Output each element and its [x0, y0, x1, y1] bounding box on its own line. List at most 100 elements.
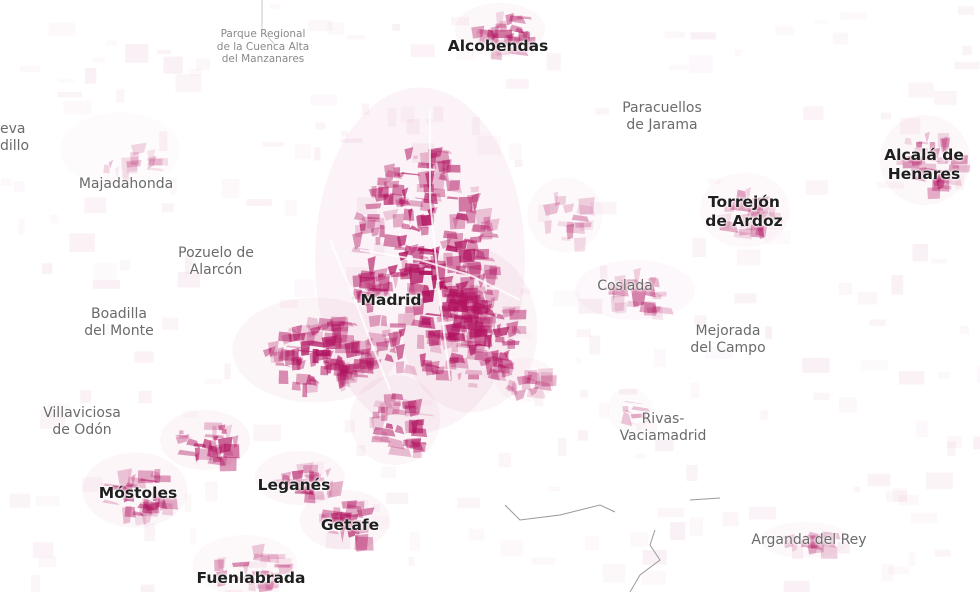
density-speckle: [185, 494, 192, 512]
density-speckle: [316, 122, 326, 129]
label-alcobendas[interactable]: Alcobendas: [448, 37, 549, 56]
label-mejorada-del-campo[interactable]: Mejorada del Campo: [690, 323, 765, 357]
density-block: [390, 272, 408, 277]
density-speckle: [280, 300, 298, 309]
density-block: [418, 315, 435, 329]
density-block: [222, 429, 227, 434]
density-speckle: [477, 136, 501, 156]
density-speckle: [761, 410, 769, 419]
density-speckle: [549, 487, 561, 491]
density-speckle: [749, 507, 776, 520]
density-block: [449, 357, 458, 363]
density-speckle: [912, 244, 928, 262]
density-speckle: [784, 581, 810, 592]
density-speckle: [175, 74, 201, 91]
density-speckle: [658, 508, 684, 517]
label-pozuelo-de-alarcon[interactable]: Pozuelo de Alarcón: [178, 245, 254, 279]
density-block: [475, 351, 485, 361]
density-block: [404, 263, 420, 273]
density-block: [653, 296, 662, 299]
density-block: [367, 217, 385, 230]
density-speckle: [33, 542, 53, 557]
density-speckle: [854, 487, 860, 492]
density-speckle: [690, 518, 703, 536]
density-speckle: [595, 108, 608, 114]
density-speckle: [641, 571, 665, 585]
label-boadilla-del-monte[interactable]: Boadilla del Monte: [84, 306, 153, 340]
density-speckle: [833, 32, 848, 44]
density-speckle: [116, 89, 124, 103]
density-speckle: [469, 529, 485, 541]
density-speckle: [735, 294, 757, 304]
density-speckle: [908, 83, 933, 98]
density-speckle: [42, 263, 52, 274]
density-block: [421, 227, 429, 236]
density-speckle: [858, 292, 877, 304]
density-speckle: [813, 393, 829, 400]
label-arganda-del-rey[interactable]: Arganda del Rey: [751, 532, 866, 549]
label-mostoles[interactable]: Móstoles: [99, 484, 177, 503]
label-pozuelo-line1: Pozuelo de: [178, 245, 254, 262]
density-speckle: [669, 65, 689, 70]
density-block: [422, 360, 433, 372]
density-block: [302, 383, 307, 397]
density-speckle: [141, 585, 154, 592]
density-speckle: [765, 326, 772, 339]
density-block: [419, 270, 433, 275]
density-block: [578, 197, 594, 215]
density-block: [344, 370, 359, 384]
density-block: [556, 196, 566, 205]
label-parque-line3: del Manzanares: [217, 53, 309, 66]
density-speckle: [814, 19, 827, 23]
density-speckle: [39, 557, 57, 567]
label-alcala-de-henares[interactable]: Alcalá de Henares: [884, 146, 964, 183]
density-block: [373, 412, 380, 419]
label-madrid[interactable]: Madrid: [360, 291, 421, 310]
density-block: [470, 186, 479, 192]
label-rivas-vaciamadrid[interactable]: Rivas- Vaciamadrid: [620, 411, 707, 445]
density-speckle: [392, 24, 400, 31]
density-speckle: [806, 180, 828, 195]
density-speckle: [263, 142, 285, 147]
density-speckle: [670, 522, 685, 540]
density-speckle: [411, 44, 435, 57]
density-block: [326, 364, 332, 374]
density-block: [390, 323, 406, 327]
density-block: [179, 430, 183, 434]
density-speckle: [190, 528, 196, 544]
label-getafe[interactable]: Getafe: [321, 516, 379, 535]
density-speckle: [960, 326, 969, 334]
label-majadahonda[interactable]: Majadahonda: [79, 176, 173, 193]
label-nueva-baztan[interactable]: eva dillo: [0, 121, 29, 155]
river-line: [505, 505, 615, 520]
density-speckle: [1, 179, 11, 186]
density-speckle: [509, 143, 521, 160]
label-fuenlabrada[interactable]: Fuenlabrada: [197, 569, 306, 588]
density-block: [162, 503, 173, 516]
label-coslada[interactable]: Coslada: [597, 278, 653, 295]
density-speckle: [246, 199, 271, 206]
label-paracuellos[interactable]: Paracuellos de Jarama: [622, 100, 702, 134]
label-parque-regional[interactable]: Parque Regional de la Cuenca Alta del Ma…: [217, 28, 309, 66]
density-block: [927, 187, 940, 199]
density-block: [465, 370, 482, 375]
label-villaviciosa-de-odon[interactable]: Villaviciosa de Odón: [43, 405, 121, 439]
density-speckle: [911, 512, 938, 523]
density-speckle: [85, 68, 96, 84]
density-speckle: [433, 107, 443, 122]
density-speckle: [935, 550, 951, 557]
density-block: [393, 214, 404, 228]
density-block: [381, 315, 387, 326]
density-speckle: [654, 349, 666, 367]
density-block: [376, 341, 389, 352]
density-block: [369, 315, 381, 327]
density-block: [377, 177, 387, 185]
label-torrejon-de-ardoz[interactable]: Torrejón de Ardoz: [705, 193, 782, 230]
density-speckle: [224, 363, 230, 379]
density-block: [417, 335, 425, 349]
label-leganes[interactable]: Leganés: [258, 476, 331, 495]
density-speckle: [708, 179, 720, 185]
density-block: [566, 222, 585, 234]
